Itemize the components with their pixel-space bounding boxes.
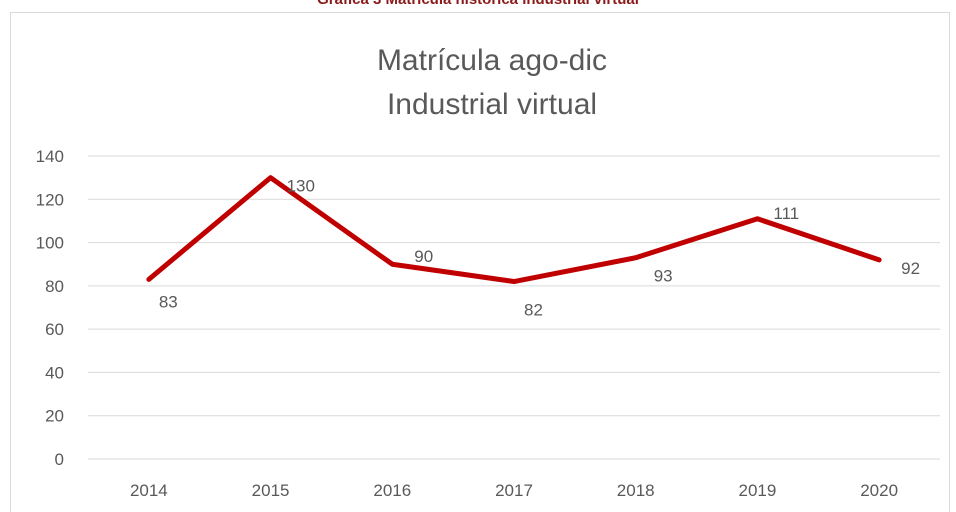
y-tick-label: 100 [36, 234, 64, 253]
data-label: 83 [159, 292, 178, 311]
y-tick-label: 60 [45, 320, 64, 339]
y-tick-label: 140 [36, 147, 64, 166]
data-label: 92 [901, 259, 920, 278]
y-tick-label: 0 [55, 450, 64, 469]
y-tick-label: 80 [45, 277, 64, 296]
x-tick-label: 2014 [130, 481, 168, 500]
x-tick-label: 2015 [252, 481, 290, 500]
y-tick-label: 40 [45, 363, 64, 382]
data-label: 111 [773, 204, 799, 223]
x-tick-label: 2017 [495, 481, 533, 500]
data-label: 82 [524, 301, 543, 320]
y-tick-label: 120 [36, 190, 64, 209]
data-label: 93 [654, 267, 673, 286]
chart-subtitle: Industrial virtual [387, 88, 597, 121]
x-tick-label: 2020 [860, 481, 898, 500]
x-tick-label: 2016 [373, 481, 411, 500]
x-tick-label: 2019 [739, 481, 777, 500]
data-label: 90 [414, 247, 433, 266]
caption: Gráfica 3 Matrícula histórica industrial… [317, 0, 639, 8]
y-tick-label: 20 [45, 407, 64, 426]
data-label: 130 [287, 177, 315, 196]
chart-title: Matrícula ago-dic [377, 44, 607, 77]
x-tick-label: 2018 [617, 481, 655, 500]
line-series [146, 175, 882, 285]
